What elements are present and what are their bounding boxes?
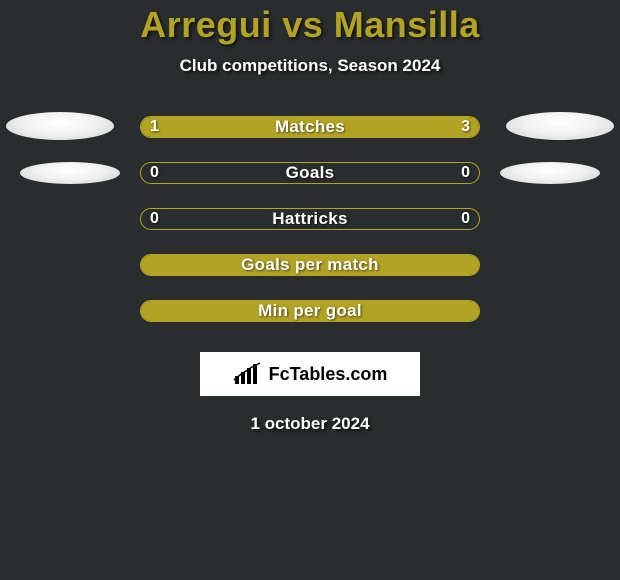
stat-label: Hattricks (141, 209, 479, 229)
attribution-text: FcTables.com (269, 364, 388, 385)
stat-row: Goals per match (0, 254, 620, 300)
player-left-marker-icon (6, 112, 114, 140)
attribution-badge: FcTables.com (200, 352, 420, 396)
stat-label: Min per goal (141, 301, 479, 321)
player-right-marker-icon (500, 162, 600, 184)
page-subtitle: Club competitions, Season 2024 (0, 56, 620, 76)
stat-row: Hattricks 0 0 (0, 208, 620, 254)
stat-row: Matches 1 3 (0, 116, 620, 162)
bar-chart-icon (233, 362, 263, 386)
stat-bar: Hattricks (140, 208, 480, 230)
stat-bar: Goals per match (140, 254, 480, 276)
stat-right-value: 0 (451, 162, 480, 184)
date-label: 1 october 2024 (0, 414, 620, 434)
stat-right-value: 0 (451, 208, 480, 230)
stat-bar: Min per goal (140, 300, 480, 322)
stat-label: Goals per match (141, 255, 479, 275)
player-right-marker-icon (506, 112, 614, 140)
player-left-marker-icon (20, 162, 120, 184)
stat-left-value: 0 (140, 208, 169, 230)
stat-label: Goals (141, 163, 479, 183)
stat-row: Min per goal (0, 300, 620, 346)
stat-label: Matches (141, 117, 479, 137)
stat-bar: Goals (140, 162, 480, 184)
stat-left-value: 0 (140, 162, 169, 184)
stat-left-value: 1 (140, 116, 169, 138)
stat-bar: Matches (140, 116, 480, 138)
comparison-infographic: Arregui vs Mansilla Club competitions, S… (0, 0, 620, 434)
stat-row: Goals 0 0 (0, 162, 620, 208)
stat-right-value: 3 (451, 116, 480, 138)
page-title: Arregui vs Mansilla (0, 4, 620, 46)
